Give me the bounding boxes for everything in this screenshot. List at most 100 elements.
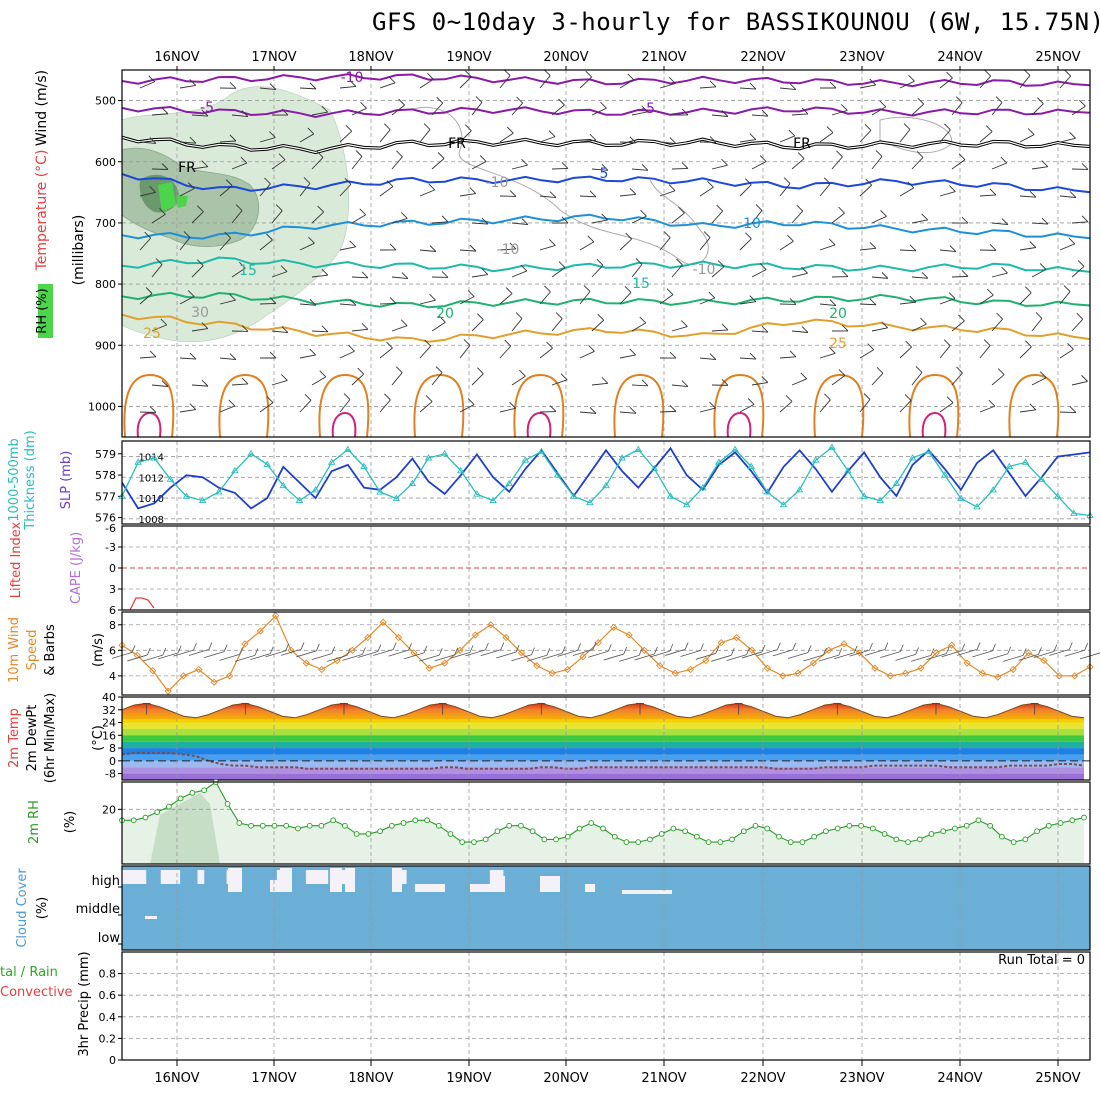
wind-barb: [219, 237, 231, 251]
wind-barb: [471, 222, 488, 225]
wind-barb: [351, 214, 366, 224]
wind-barb: [551, 379, 568, 386]
wind-barb: [631, 215, 647, 224]
wind-barb-flag: [485, 642, 489, 651]
wind-barb-flag: [343, 393, 351, 400]
wind-barb: [191, 114, 208, 117]
wind-barb-flag: [531, 647, 535, 655]
wind-barb: [271, 271, 288, 278]
wind-barb: [379, 303, 397, 305]
wind-barb-flag: [853, 645, 858, 653]
wind-barb-flag: [239, 647, 243, 655]
wind-barb-flag: [304, 394, 312, 401]
wind-barb: [151, 264, 163, 278]
wind-barb-flag: [916, 151, 924, 158]
wind-barb-flag: [438, 647, 443, 656]
date-label-bottom: 19NOV: [446, 1071, 491, 1086]
wind-barb: [231, 162, 248, 170]
wind-barb: [588, 650, 609, 658]
heat-contour: [413, 373, 465, 438]
wind-barb: [551, 267, 566, 278]
wind-barb: [834, 652, 855, 660]
wind-barb: [403, 652, 425, 660]
wind-barb-flag: [676, 258, 683, 266]
wind-barb-flag: [876, 366, 884, 374]
high-cloud-gap: [470, 884, 495, 892]
thickness-marker: [360, 462, 368, 469]
wind-barb: [299, 400, 312, 413]
wind-barb: [739, 403, 755, 413]
wind-barb-flag: [463, 339, 471, 346]
wind-barb: [231, 267, 246, 278]
wind-barb-flag: [388, 76, 396, 84]
high-cloud-gap: [228, 868, 242, 892]
y-tick-label: 0.4: [99, 1011, 117, 1024]
wind-barb-flag: [423, 123, 431, 130]
wind-barb-flag: [1068, 237, 1076, 245]
isotherm-line: [121, 291, 1091, 309]
wind-barb-flag: [589, 407, 597, 414]
thickness-tick-label: 577: [95, 490, 116, 503]
wind-barb: [911, 157, 924, 170]
wind-barb-flag: [346, 648, 351, 656]
thickness-marker: [215, 488, 223, 495]
rh-marker: [154, 809, 161, 815]
wind-barb: [179, 188, 195, 197]
wind-barb-flag: [1069, 191, 1077, 198]
wind-barb: [979, 75, 992, 89]
wind-barb-flag: [709, 401, 716, 409]
wind-barb-flag: [1029, 403, 1037, 411]
wind-barb: [911, 276, 928, 279]
wind-barb: [1064, 649, 1085, 657]
wind-barb-flag: [949, 245, 957, 252]
wind-barb: [259, 183, 271, 197]
wind-barb: [831, 375, 846, 386]
wind-barb-flag: [345, 124, 353, 132]
wind-barb-flag: [266, 233, 273, 241]
contour-label: 25: [829, 336, 847, 352]
wind-barb-flag: [223, 644, 228, 652]
wind-barb: [499, 132, 514, 143]
wind-barb: [419, 249, 436, 252]
wind-barb-flag: [1001, 218, 1009, 225]
wind-barb-flag: [708, 291, 716, 299]
wind-barb: [431, 321, 446, 332]
wind-barb: [151, 113, 168, 116]
thickness-marker: [263, 460, 271, 467]
wind-barb-flag: [641, 164, 649, 171]
wind-barb-flag: [162, 647, 167, 656]
wind-barb-flag: [755, 204, 763, 211]
wind10-unit-label: (m/s): [91, 633, 106, 667]
wind-barb-flag: [509, 242, 517, 250]
rh-contour: [879, 116, 953, 154]
wind-barb: [551, 167, 569, 170]
wind-barb: [1031, 222, 1048, 225]
wind-barb-flag: [601, 213, 609, 221]
wind-barb: [711, 114, 728, 117]
wind-barb-flag: [865, 178, 873, 186]
wind-barb: [1071, 380, 1088, 386]
wind-barb-flag: [838, 647, 843, 656]
wind-barb: [699, 297, 716, 305]
wind-barb: [339, 303, 356, 306]
rh-humid-core: [121, 147, 259, 247]
wind-barb-flag: [281, 374, 288, 381]
isotherm-line: [121, 313, 1091, 343]
wind-barb: [434, 654, 455, 662]
wind-barb: [1031, 166, 1048, 170]
wind-barb-flag: [555, 312, 563, 320]
wind-barb-flag: [989, 188, 997, 196]
slp-tick-label: 1012: [139, 473, 164, 484]
wind-barb-flag: [577, 643, 581, 651]
wind-barb: [431, 221, 448, 224]
wind-barb-flag: [241, 377, 249, 385]
wind-barb: [499, 345, 512, 359]
wind-barb-flag: [408, 643, 412, 651]
wind-barb: [1071, 221, 1088, 224]
wind-barb-flag: [828, 238, 836, 246]
wind-barb-flag: [321, 325, 329, 333]
wind-barb-flag: [1069, 406, 1077, 413]
wind-barb-flag: [321, 105, 329, 113]
wind-barb: [619, 79, 634, 89]
